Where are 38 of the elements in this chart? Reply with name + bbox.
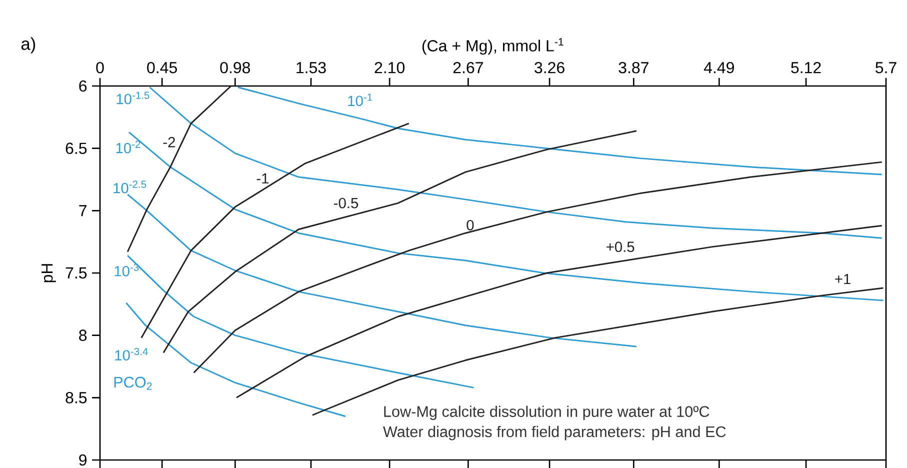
series-label: -0.5: [334, 198, 358, 208]
series-label: +0.5: [606, 242, 634, 252]
x-tick-label: 5.7: [876, 62, 896, 74]
y-tick-label: 6.5: [66, 142, 87, 154]
x-tick-label: 3.87: [618, 62, 648, 74]
x-tick-label: 5.12: [791, 62, 821, 74]
y-tick-label: 8: [79, 330, 87, 341]
x-tick-label: 2.10: [374, 62, 405, 74]
chart-title: a): [21, 37, 36, 54]
annotation: Water diagnosis from field parameters: pH and EC: [383, 426, 726, 440]
y-tick-label: 7.5: [66, 267, 87, 279]
y-axis-title: pH: [42, 264, 56, 282]
annotation: Low-Mg calcite dissolution in pure water at 10ºC: [384, 406, 710, 420]
x-tick-label: 0.98: [220, 62, 250, 74]
x-tick-label: 3.26: [534, 62, 564, 74]
y-tick-label: 8.5: [66, 392, 87, 404]
x-axis-title: (Ca + Mg), mmol L$^{-1}$: [422, 38, 564, 55]
x-tick-label: 4.49: [704, 62, 734, 74]
series-label: 10$^{-2.5}$: [114, 180, 146, 194]
series-label: 10$^{-3.4}$: [115, 348, 148, 360]
line-series: [162, 130, 638, 354]
series-label: 0: [466, 220, 474, 230]
x-tick-label: 2.67: [453, 62, 483, 74]
x-tick-label: 0: [96, 62, 104, 74]
y-tick-label: 7: [79, 205, 86, 216]
line-series: [193, 161, 883, 374]
y-tick-label: 9: [79, 454, 87, 466]
series-label: 10$^{-1.5}$: [116, 92, 150, 104]
line-series: [148, 86, 883, 239]
y-tick-label: 6: [79, 80, 87, 92]
annotation: PCO$_{2}$: [114, 376, 152, 390]
series-label: 10$^{-1}$: [348, 94, 372, 106]
x-tick-label: 0.45: [147, 62, 177, 74]
x-tick-label: 1.53: [296, 62, 326, 74]
series-label: 10$^{-2}$: [116, 140, 140, 154]
series-label: -1: [256, 173, 269, 184]
series-label: -2: [163, 136, 175, 148]
series-label: +1: [835, 274, 850, 284]
